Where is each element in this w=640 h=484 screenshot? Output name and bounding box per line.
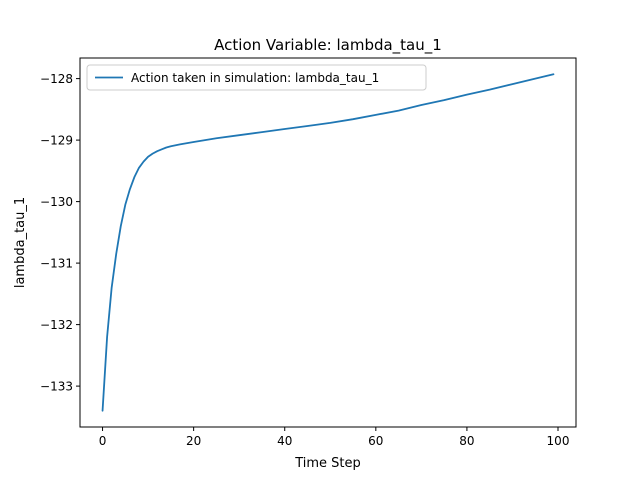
y-tick-label: −130 [40,195,73,209]
x-tick-label: 40 [277,434,292,448]
x-tick-label: 80 [459,434,474,448]
plot-area: 0 20 40 60 80 100 −133 −132 −131 −130 −129 −128 Ac… [40,57,577,448]
x-tick-label: 20 [186,434,201,448]
legend: Action taken in simulation: lambda_tau_1 [86,64,427,91]
x-tick-label: 100 [547,434,570,448]
legend-box [86,64,427,91]
y-axis: −133 −132 −131 −130 −129 −128 [40,72,80,394]
y-tick-label: −131 [40,257,73,271]
y-tick-label: −133 [40,380,73,394]
x-axis-label: Time Step [294,456,361,471]
y-axis-label: lambda_tau_1 [13,197,28,288]
x-tick-label: 60 [368,434,383,448]
y-tick-label: −129 [40,134,73,148]
chart-title: Action Variable: lambda_tau_1 [214,36,442,55]
y-tick-label: −128 [40,72,73,86]
series-layer [101,73,555,412]
y-tick-label: −132 [40,318,73,332]
axes-frame [79,57,577,428]
legend-entry-label: Action taken in simulation: lambda_tau_1 [131,71,379,85]
x-tick-label: 0 [99,434,107,448]
series-line [101,73,555,412]
x-axis: 0 20 40 60 80 100 [99,427,570,448]
